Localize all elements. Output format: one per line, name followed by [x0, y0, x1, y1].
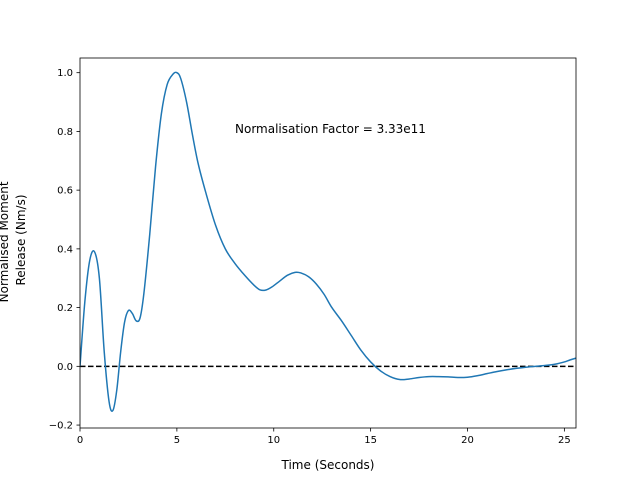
x-axis-label: Time (Seconds): [281, 458, 375, 472]
y-tick-label: 0.8: [57, 127, 73, 138]
y-tick-label: 0.2: [57, 303, 73, 314]
y-tick-label: 0.4: [57, 244, 73, 255]
y-tick-label: 0.6: [57, 186, 73, 197]
x-tick-label: 5: [174, 435, 180, 446]
y-axis-label-line-1: Normalised Moment: [0, 181, 11, 302]
plot-area: [79, 57, 577, 429]
y-axis-label-line-2: Release (Nm/s): [14, 194, 28, 285]
y-axis-label: Normalised Moment Release (Nm/s): [0, 178, 28, 303]
y-tick-label: 1.0: [57, 68, 73, 79]
y-tick-label: 0.0: [57, 362, 73, 373]
axes-frame: [79, 57, 577, 429]
x-tick-label: 15: [364, 435, 377, 446]
normalisation-annotation: Normalisation Factor = 3.33e11: [235, 122, 426, 136]
series-line-0: [80, 71, 576, 412]
y-tick-label: −0.2: [49, 421, 73, 432]
x-tick-label: 10: [267, 435, 280, 446]
x-tick-label: 25: [558, 435, 571, 446]
x-tick-label: 20: [461, 435, 474, 446]
axis-ticks: 0 5 10 15 20 25 −0.2 0.0 0.2 0.4 0.6 0.8 1.0: [49, 68, 571, 446]
x-tick-label: 0: [77, 435, 83, 446]
